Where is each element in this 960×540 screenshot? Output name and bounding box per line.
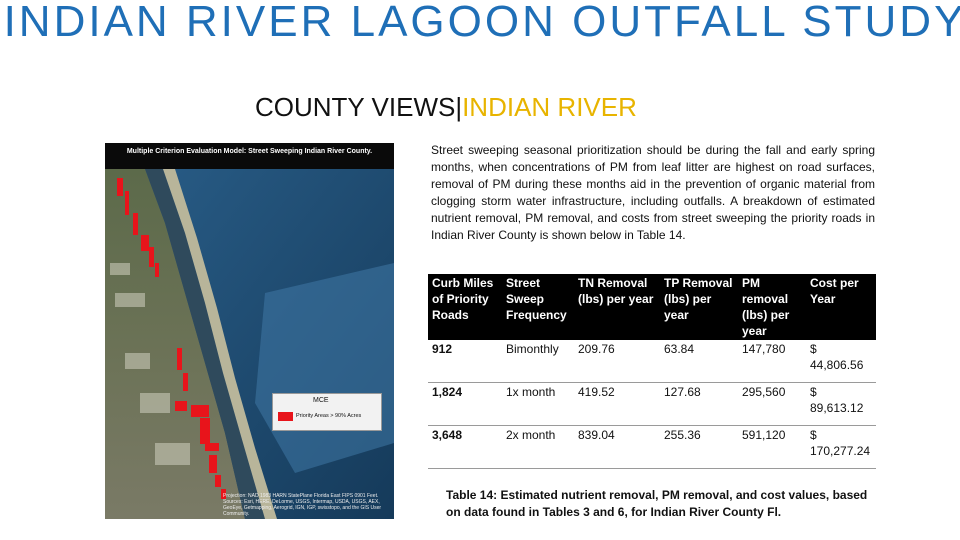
cell-pm: 591,120: [738, 425, 806, 469]
table-caption: Table 14: Estimated nutrient removal, PM…: [446, 488, 868, 519]
cell-tp: 63.84: [660, 340, 738, 383]
header-cost: Cost per Year: [806, 274, 876, 340]
legend-label-priority: Priority Areas > 90% Acres: [296, 413, 362, 419]
header-frequency: Street Sweep Frequency: [502, 274, 574, 340]
cell-tn: 419.52: [574, 382, 660, 426]
map-credit: Projection: NAD 1983 HARN StatePlane Flo…: [223, 493, 382, 517]
cell-tn: 209.76: [574, 340, 660, 383]
table-row: 1,824 1x month 419.52 127.68 295,560 $ 8…: [428, 382, 876, 426]
map-legend: MCE Priority Areas > 90% Acres: [272, 393, 382, 431]
priority-areas: [117, 178, 226, 499]
subtitle-main: COUNTY VIEWS|: [255, 92, 463, 122]
legend-swatch-priority: [278, 412, 293, 421]
header-tn-removal: TN Removal (lbs) per year: [574, 274, 660, 340]
header-curb-miles: Curb Miles of Priority Roads: [428, 274, 502, 340]
barrier-island: [163, 169, 277, 519]
body-paragraph: Street sweeping seasonal prioritization …: [431, 143, 875, 242]
cell-cost: $ 44,806.56: [806, 340, 876, 383]
cell-pm: 147,780: [738, 340, 806, 383]
cell-tn: 839.04: [574, 425, 660, 469]
cell-frequency: 1x month: [502, 382, 574, 426]
cell-tp: 255.36: [660, 425, 738, 469]
header-pm-removal: PM removal (lbs) per year: [738, 274, 806, 340]
cell-curb-miles: 1,824: [428, 382, 502, 426]
cell-frequency: Bimonthly: [502, 340, 574, 383]
street-sweeping-map: Multiple Criterion Evaluation Model: Str…: [105, 143, 394, 519]
cell-pm: 295,560: [738, 382, 806, 426]
cell-tp: 127.68: [660, 382, 738, 426]
cell-curb-miles: 3,648: [428, 425, 502, 469]
urban-areas: [110, 263, 190, 465]
table-14: Curb Miles of Priority Roads Street Swee…: [428, 274, 876, 469]
cell-frequency: 2x month: [502, 425, 574, 469]
slide-subtitle: COUNTY VIEWS|INDIAN RIVER: [255, 92, 637, 122]
legend-title: MCE: [313, 397, 329, 404]
table-row: 3,648 2x month 839.04 255.36 591,120 $ 1…: [428, 425, 876, 469]
table-row: 912 Bimonthly 209.76 63.84 147,780 $ 44,…: [428, 340, 876, 383]
header-tp-removal: TP Removal (lbs) per year: [660, 274, 738, 340]
cell-curb-miles: 912: [428, 340, 502, 383]
subtitle-accent: INDIAN RIVER: [462, 92, 637, 122]
lagoon: [145, 169, 265, 519]
cell-cost: $ 170,277.24: [806, 425, 876, 469]
cell-cost: $ 89,613.12: [806, 382, 876, 426]
table-header-row: Curb Miles of Priority Roads Street Swee…: [428, 274, 876, 340]
map-title: Multiple Criterion Evaluation Model: Str…: [105, 143, 394, 169]
map-image: [105, 143, 394, 519]
slide-title: INDIAN RIVER LAGOON OUTFALL STUDY: [3, 0, 960, 46]
